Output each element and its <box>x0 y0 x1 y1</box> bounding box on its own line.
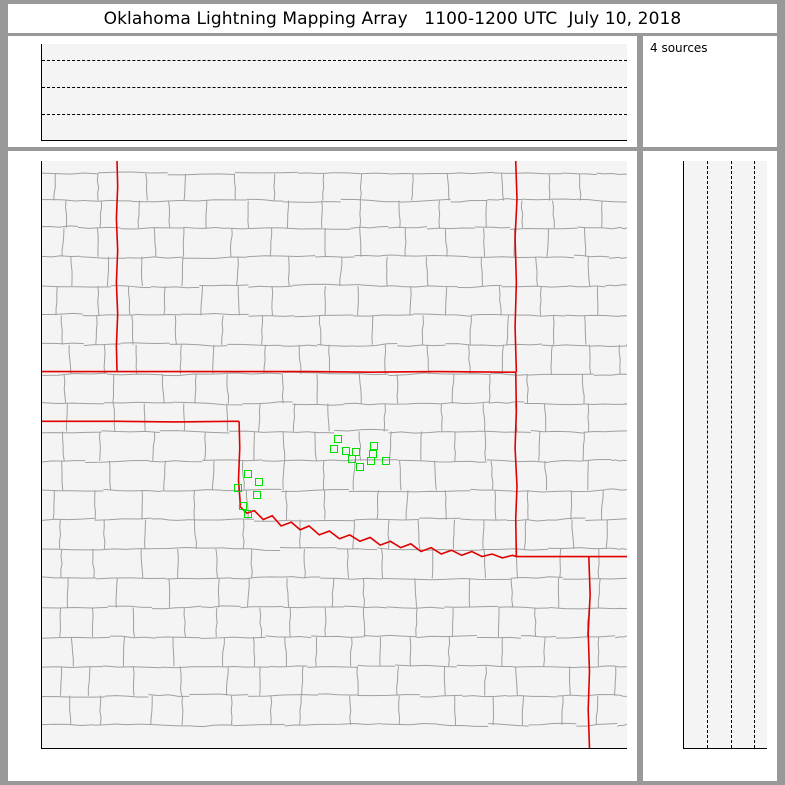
x-tick-mark <box>526 140 527 141</box>
gridline <box>707 161 709 748</box>
x-tick-mark <box>684 748 685 749</box>
lightning-source-marker[interactable] <box>244 509 253 518</box>
y-tick-mark <box>683 199 684 200</box>
y-tick-mark <box>683 263 684 264</box>
x-tick-mark <box>590 748 591 749</box>
y-tick-mark <box>41 583 42 584</box>
lightning-source-marker[interactable] <box>253 490 262 499</box>
y-tick-mark <box>41 263 42 264</box>
y-tick-mark <box>41 519 42 520</box>
y-tick-mark <box>683 455 684 456</box>
x-tick-mark <box>462 140 463 141</box>
lightning-source-marker[interactable] <box>244 470 253 479</box>
y-tick-mark <box>41 391 42 392</box>
lightning-source-marker[interactable] <box>234 484 243 493</box>
x-tick-mark <box>335 748 336 749</box>
gridline <box>42 114 627 116</box>
lightning-source-marker[interactable] <box>239 502 248 511</box>
altitude-vs-east-west-panel: 05.010.015.0-400.0-300.0-200.0-100.00100… <box>8 36 637 147</box>
source-count-label: 4 sources <box>650 41 708 55</box>
x-tick-mark <box>144 748 145 749</box>
x-tick-mark <box>144 140 145 141</box>
plan-view-map-plot[interactable]: 400.0300.0200.0100.00-100.0-200.0-300.0-… <box>41 161 627 749</box>
gridline <box>42 60 627 62</box>
x-tick-mark <box>399 140 400 141</box>
y-tick-mark <box>683 327 684 328</box>
lightning-source-marker[interactable] <box>356 462 365 471</box>
y-tick-mark <box>683 519 684 520</box>
y-tick-mark <box>683 711 684 712</box>
altitude-vs-east-west-plot[interactable]: 05.010.015.0-400.0-300.0-200.0-100.00100… <box>41 44 627 141</box>
x-tick-mark <box>462 748 463 749</box>
y-tick-mark <box>41 455 42 456</box>
lightning-source-marker[interactable] <box>370 442 379 451</box>
x-tick-mark <box>208 140 209 141</box>
lightning-source-marker[interactable] <box>329 444 338 453</box>
x-tick-mark <box>754 748 755 749</box>
y-tick-mark <box>683 583 684 584</box>
y-tick-mark <box>41 199 42 200</box>
plan-view-map-panel: 400.0300.0200.0100.00-100.0-200.0-300.0-… <box>8 151 637 781</box>
lightning-source-marker[interactable] <box>254 477 263 486</box>
x-tick-mark <box>731 748 732 749</box>
county-and-state-boundaries <box>42 161 627 748</box>
y-tick-mark <box>683 647 684 648</box>
altitude-vs-north-south-plot[interactable]: 05.010.015.0400.0300.0200.0100.00-100.0-… <box>683 161 767 749</box>
y-tick-mark <box>41 327 42 328</box>
source-count-panel: 4 sources <box>643 36 777 147</box>
y-tick-mark <box>41 60 42 61</box>
gridline <box>754 161 755 748</box>
lightning-source-marker[interactable] <box>381 457 390 466</box>
y-tick-mark <box>683 391 684 392</box>
x-tick-mark <box>526 748 527 749</box>
lightning-source-marker[interactable] <box>367 457 376 466</box>
lightning-source-marker[interactable] <box>342 446 351 455</box>
y-tick-mark <box>41 647 42 648</box>
title-panel: Oklahoma Lightning Mapping Array 1100-12… <box>8 4 777 33</box>
y-tick-mark <box>41 87 42 88</box>
x-tick-mark <box>335 140 336 141</box>
x-tick-mark <box>208 748 209 749</box>
gridline <box>730 161 732 748</box>
lightning-source-marker[interactable] <box>348 454 357 463</box>
x-tick-mark <box>399 748 400 749</box>
x-tick-mark <box>707 748 708 749</box>
gridline <box>42 87 627 89</box>
altitude-vs-north-south-panel: 05.010.015.0400.0300.0200.0100.00-100.0-… <box>643 151 777 781</box>
page-title: Oklahoma Lightning Mapping Array 1100-12… <box>103 8 682 29</box>
lightning-source-marker[interactable] <box>334 435 343 444</box>
x-tick-mark <box>271 748 272 749</box>
x-tick-mark <box>590 140 591 141</box>
lightning-source-marker[interactable] <box>369 449 378 458</box>
x-tick-mark <box>80 140 81 141</box>
x-tick-mark <box>271 140 272 141</box>
y-tick-mark <box>41 711 42 712</box>
y-tick-mark <box>41 114 42 115</box>
x-tick-mark <box>80 748 81 749</box>
